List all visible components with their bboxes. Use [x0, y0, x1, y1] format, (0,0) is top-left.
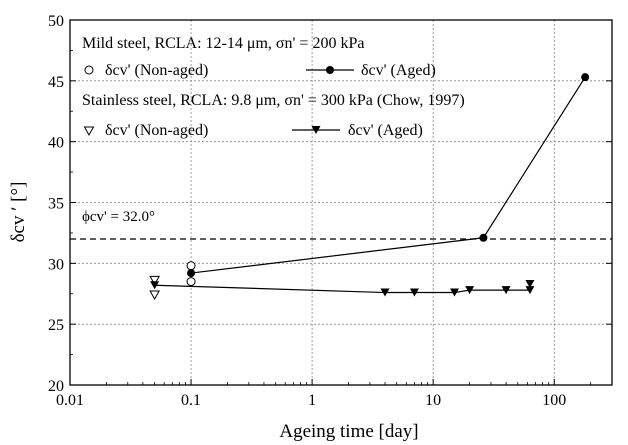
- data-point-triangle-filled: [449, 288, 459, 297]
- y-tick-label: 35: [48, 196, 64, 213]
- x-tick-label: 10: [425, 392, 441, 409]
- legend-label-stainless-non-aged: δcv' (Non-aged): [105, 122, 208, 139]
- data-point-triangle-filled: [501, 286, 511, 295]
- legend-item-mild-non-aged: δcv' (Non-aged): [84, 62, 208, 79]
- legend-item-mild-aged: δcv' (Aged): [306, 62, 436, 79]
- x-tick-label: 0.01: [56, 392, 84, 409]
- y-tick-label: 50: [48, 13, 64, 30]
- data-point-triangle-filled: [525, 280, 535, 289]
- data-point-triangle-filled: [525, 286, 535, 295]
- axis-ticks: 0.01 0.1 1 10 100 20 25 30 35 40 45 50: [48, 13, 612, 409]
- x-axis-title: Ageing time [day]: [279, 421, 418, 442]
- x-tick-label: 1: [308, 392, 316, 409]
- y-tick-label: 45: [48, 74, 64, 91]
- y-axis-title: δcv ′ [°]: [8, 182, 29, 243]
- legend-item-stainless-aged: δcv' (Aged): [292, 122, 423, 139]
- data-point-triangle-open: [149, 290, 160, 300]
- y-tick-label: 25: [48, 317, 64, 334]
- data-point-triangle-filled: [380, 288, 390, 297]
- data-point-circle-filled: [479, 233, 488, 242]
- legend-marker-circle-filled: [326, 66, 334, 74]
- series-line-3: [154, 284, 531, 294]
- data-point-triangle-filled: [150, 281, 160, 290]
- data-point-circle-filled: [581, 73, 590, 82]
- series-markers: [149, 73, 590, 300]
- phi-cv-annotation: ϕcv' = 32.0°: [82, 209, 155, 225]
- x-tick-label: 0.1: [181, 392, 201, 409]
- y-tick-label: 20: [48, 378, 64, 395]
- legend-item-stainless-non-aged: δcv' (Non-aged): [83, 122, 208, 139]
- legend-label-mild-non-aged: δcv' (Non-aged): [105, 62, 208, 79]
- data-point-circle-open: [186, 277, 196, 287]
- grid: [70, 20, 612, 385]
- legend: Mild steel, RCLA: 12-14 μm, σn' = 200 kP…: [82, 35, 465, 139]
- series-lines: [154, 76, 586, 294]
- data-point-circle-open: [186, 261, 196, 271]
- x-tick-label: 100: [542, 392, 566, 409]
- legend-group2-title: Stainless steel, RCLA: 9.8 μm, σn' = 300…: [82, 92, 465, 109]
- y-tick-label: 30: [48, 256, 64, 273]
- data-point-triangle-filled: [465, 286, 475, 295]
- y-tick-label: 40: [48, 135, 64, 152]
- legend-label-mild-aged: δcv' (Aged): [361, 62, 436, 79]
- legend-marker-circle-open: [84, 65, 94, 75]
- data-point-triangle-filled: [409, 288, 419, 297]
- legend-marker-triangle-down-filled: [311, 126, 321, 134]
- legend-group1-title: Mild steel, RCLA: 12-14 μm, σn' = 200 kP…: [82, 35, 364, 52]
- data-point-circle-filled: [187, 269, 196, 278]
- legend-marker-triangle-down-open: [83, 126, 95, 137]
- legend-label-stainless-aged: δcv' (Aged): [348, 122, 423, 139]
- data-point-triangle-open: [149, 275, 160, 286]
